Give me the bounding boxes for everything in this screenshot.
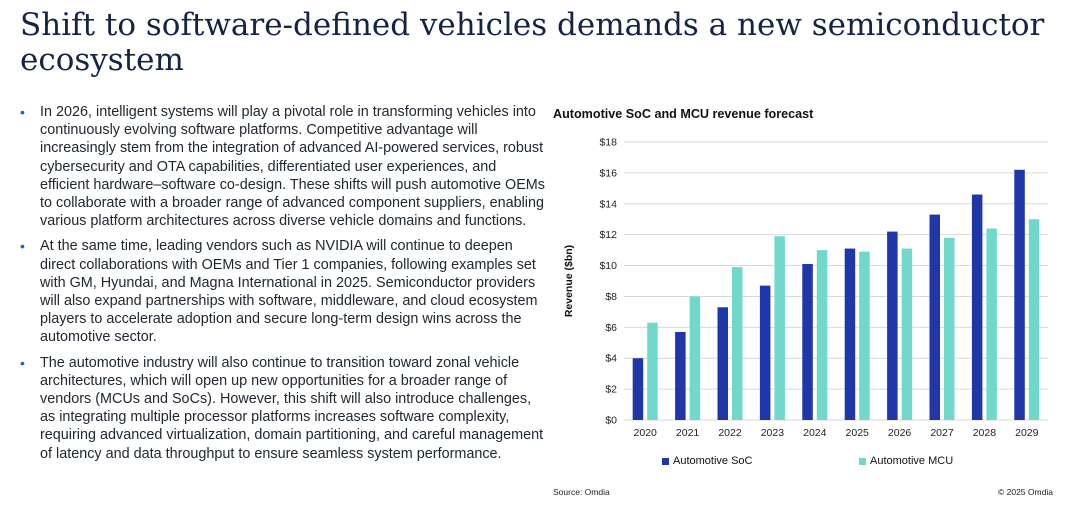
bullet-item: • In 2026, intelligent systems will play … xyxy=(18,103,548,230)
bar-soc xyxy=(844,248,856,420)
x-tick-label: 2026 xyxy=(888,427,912,439)
copyright-note: © 2025 Omdia xyxy=(998,487,1053,497)
bar-mcu xyxy=(901,248,913,420)
y-tick-label: $18 xyxy=(599,137,617,149)
legend-swatch-mcu xyxy=(859,457,866,465)
bar-mcu xyxy=(689,296,701,420)
bullet-list: • In 2026, intelligent systems will play … xyxy=(18,103,548,470)
bullet-dot-icon: • xyxy=(20,238,25,255)
bar-mcu xyxy=(1028,219,1040,420)
bar-soc xyxy=(802,264,813,420)
x-tick-label: 2029 xyxy=(1015,427,1039,439)
revenue-chart: $0 $2 $4 $6 $8 $10 $12 $14 $16 $18 Revenue ($bn) 20… xyxy=(563,137,1048,439)
bar-mcu xyxy=(732,267,743,420)
y-tick-label: $4 xyxy=(605,353,617,365)
bar-mcu xyxy=(816,250,828,420)
legend-label-soc: Automotive SoC xyxy=(673,455,753,467)
bullet-item: • The automotive industry will also conti… xyxy=(18,354,548,463)
bar-soc xyxy=(632,358,644,420)
y-tick-label: $12 xyxy=(599,229,617,241)
page-title: Shift to software-defined vehicles deman… xyxy=(20,7,1045,78)
x-tick-label: 2020 xyxy=(634,427,658,439)
y-tick-label: $0 xyxy=(605,415,617,427)
x-tick-label: 2021 xyxy=(676,427,700,439)
y-tick-label: $8 xyxy=(605,291,617,303)
y-axis-label: Revenue ($bn) xyxy=(563,245,575,317)
bar-mcu xyxy=(647,322,658,420)
source-note: Source: Omdia xyxy=(553,487,610,497)
legend-swatch-soc xyxy=(662,457,669,465)
y-tick-label: $2 xyxy=(605,384,617,396)
bar-soc xyxy=(675,331,686,420)
bar-mcu xyxy=(944,237,955,420)
x-tick-label: 2025 xyxy=(846,427,870,439)
bullet-text: The automotive industry will also contin… xyxy=(40,354,544,462)
x-tick-label: 2027 xyxy=(930,427,954,439)
bar-soc xyxy=(929,214,940,420)
bar-mcu xyxy=(986,228,997,420)
x-tick-label: 2022 xyxy=(718,427,742,439)
bullet-item: • At the same time, leading vendors such … xyxy=(18,237,548,346)
y-tick-label: $16 xyxy=(599,167,617,179)
x-tick-label: 2024 xyxy=(803,427,827,439)
bullet-text: At the same time, leading vendors such a… xyxy=(40,238,538,346)
bar-soc xyxy=(717,307,728,420)
bullet-dot-icon: • xyxy=(20,104,25,120)
legend-label-mcu: Automotive MCU xyxy=(870,455,954,467)
y-tick-label: $6 xyxy=(605,322,617,334)
bar-soc xyxy=(971,194,983,420)
legend-item-mcu: Automotive MCU xyxy=(859,455,953,467)
bar-mcu xyxy=(859,251,870,420)
bullet-dot-icon: • xyxy=(20,354,25,371)
x-tick-label: 2028 xyxy=(973,427,997,439)
x-tick-label: 2023 xyxy=(761,427,785,439)
y-tick-label: $14 xyxy=(599,198,617,210)
bar-soc xyxy=(759,285,771,420)
chart-title: Automotive SoC and MCU revenue forecast xyxy=(553,107,814,121)
bullet-text: In 2026, intelligent systems will play a… xyxy=(40,104,545,230)
legend-item-soc: Automotive SoC xyxy=(662,455,752,467)
bar-mcu xyxy=(774,236,785,420)
bar-soc xyxy=(1014,169,1025,420)
y-tick-label: $10 xyxy=(599,260,617,272)
bar-soc xyxy=(887,231,898,420)
